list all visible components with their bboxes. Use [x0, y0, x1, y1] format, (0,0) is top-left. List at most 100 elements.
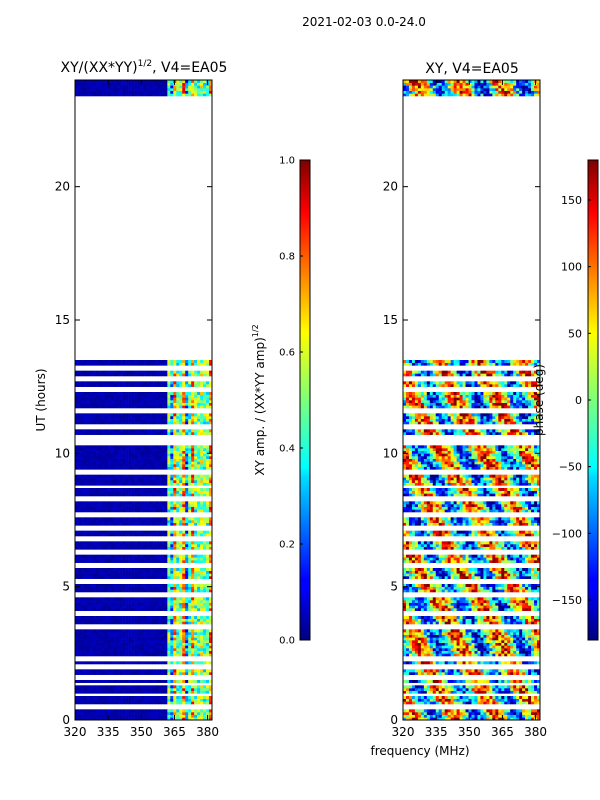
heatmap-cell [161, 653, 165, 657]
heatmap-cell [480, 717, 484, 721]
heatmap-cell [89, 480, 94, 483]
heatmap-cell [149, 490, 153, 494]
heatmap-cell [75, 645, 79, 649]
heatmap-cell [441, 680, 445, 683]
heatmap-cell [104, 501, 109, 505]
heatmap-cell [95, 672, 100, 675]
heatmap-cell [122, 493, 126, 497]
heatmap-cell [104, 360, 109, 363]
heatmap-cell [176, 501, 180, 505]
heatmap-cell [164, 653, 168, 657]
heatmap-cell [146, 600, 150, 603]
heatmap-cell [197, 600, 201, 603]
heatmap-cell [146, 544, 150, 547]
heatmap-cell [507, 688, 511, 691]
heatmap-cell [423, 709, 428, 713]
heatmap-cell [486, 688, 490, 691]
heatmap-cell [113, 477, 117, 481]
heatmap-cell [116, 533, 120, 537]
heatmap-cell [92, 698, 97, 702]
heatmap-cell [423, 717, 428, 721]
heatmap-cell [182, 709, 186, 713]
heatmap-cell [155, 504, 159, 507]
heatmap-cell [182, 458, 186, 462]
heatmap-cell [206, 712, 210, 715]
heatmap-cell [182, 597, 186, 601]
heatmap-cell [104, 482, 109, 486]
heatmap-cell [176, 482, 180, 486]
heatmap-cell [197, 645, 201, 649]
heatmap-cell [104, 717, 109, 721]
heatmap-cell [513, 712, 517, 715]
heatmap-cell [155, 533, 159, 537]
heatmap-cell [176, 680, 180, 683]
heatmap-cell [75, 429, 79, 433]
heatmap-cell [456, 690, 460, 694]
heatmap-cell [80, 586, 85, 590]
heatmap-cell [185, 480, 189, 483]
heatmap-cell [116, 690, 120, 694]
heatmap-cell [411, 714, 416, 718]
heatmap-cell [203, 712, 207, 715]
heatmap-cell [191, 640, 195, 643]
heatmap-cell [89, 621, 94, 625]
heatmap-cell [146, 450, 150, 454]
heatmap-cell [200, 506, 204, 510]
heatmap-cell [122, 544, 126, 547]
heatmap-cell [194, 672, 198, 675]
heatmap-cell [191, 653, 195, 657]
heatmap-cell [155, 392, 159, 395]
heatmap-cell [101, 453, 106, 457]
heatmap-cell [203, 466, 207, 470]
heatmap-cell [414, 696, 419, 699]
heatmap-cell [453, 680, 457, 683]
heatmap-cell [200, 544, 204, 547]
heatmap-cell [423, 688, 428, 691]
heatmap-cell [188, 608, 192, 611]
heatmap-cell [152, 672, 156, 675]
heatmap-cell [179, 456, 183, 459]
heatmap-cell [158, 490, 162, 494]
heatmap-cell [200, 405, 204, 409]
heatmap-cell [161, 90, 165, 94]
heatmap-cell [456, 696, 460, 699]
heatmap-cell [137, 533, 141, 537]
heatmap-cell [158, 373, 162, 377]
heatmap-cell [146, 653, 150, 657]
heatmap-cell [116, 570, 120, 574]
heatmap-cell [170, 586, 174, 590]
heatmap-cell [152, 432, 156, 435]
heatmap-cell [519, 696, 523, 699]
heatmap-cell [83, 432, 88, 435]
heatmap-cell [83, 474, 88, 478]
heatmap-cell [179, 642, 183, 646]
heatmap-cell [119, 701, 123, 705]
colorbar-tick-label: 1.0 [279, 156, 295, 167]
heatmap-cell [149, 517, 153, 521]
heatmap-cell [531, 690, 535, 694]
heatmap-cell [200, 530, 204, 534]
heatmap-cell [131, 597, 135, 601]
heatmap-cell [101, 90, 106, 94]
heatmap-cell [104, 533, 109, 537]
heatmap-cell [453, 709, 457, 713]
heatmap-cell [116, 600, 120, 603]
heatmap-cell [495, 698, 499, 702]
heatmap-cell [185, 392, 189, 395]
heatmap-cell [128, 557, 132, 561]
heatmap-cell [110, 602, 115, 606]
heatmap-cell [209, 501, 213, 505]
heatmap-cell [209, 634, 213, 638]
heatmap-cell [489, 698, 493, 702]
heatmap-cell [83, 714, 88, 718]
heatmap-cell [206, 696, 210, 699]
heatmap-cell [116, 560, 120, 563]
heatmap-cell [101, 616, 106, 619]
heatmap-cell [179, 392, 183, 395]
heatmap-cell [176, 88, 180, 91]
heatmap-cell [101, 80, 106, 83]
heatmap-cell [77, 698, 82, 702]
heatmap-cell [185, 381, 189, 385]
heatmap-cell [113, 653, 117, 657]
heatmap-cell [176, 517, 180, 521]
